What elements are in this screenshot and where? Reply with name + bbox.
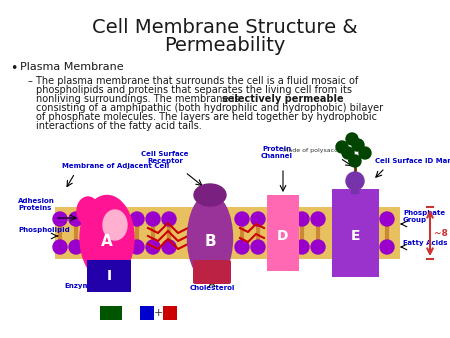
Text: Phospholipid: Phospholipid <box>18 227 70 233</box>
Circle shape <box>380 240 394 254</box>
Text: Cell Surface
Receptor: Cell Surface Receptor <box>141 151 189 164</box>
Circle shape <box>295 212 309 226</box>
FancyBboxPatch shape <box>163 306 177 320</box>
Text: selectively permeable: selectively permeable <box>222 94 344 104</box>
Text: D: D <box>277 229 289 243</box>
Text: Adhesion
Proteins: Adhesion Proteins <box>18 198 55 211</box>
Circle shape <box>53 212 67 226</box>
Circle shape <box>146 212 160 226</box>
Circle shape <box>311 240 325 254</box>
Text: – The plasma membrane that surrounds the cell is a fluid mosaic of: – The plasma membrane that surrounds the… <box>28 76 358 86</box>
Text: interactions of the fatty acid tails.: interactions of the fatty acid tails. <box>36 121 202 131</box>
Text: phospholipids and proteins that separates the living cell from its: phospholipids and proteins that separate… <box>36 85 352 95</box>
Circle shape <box>53 240 67 254</box>
Circle shape <box>352 139 364 151</box>
Text: Enzyme: Enzyme <box>65 283 95 289</box>
Text: Membrane of Adjacent Cell: Membrane of Adjacent Cell <box>62 163 169 169</box>
Circle shape <box>359 147 371 159</box>
Text: B: B <box>204 234 216 248</box>
Text: Cholesterol: Cholesterol <box>189 285 235 291</box>
FancyBboxPatch shape <box>193 260 231 284</box>
Text: E: E <box>350 229 360 243</box>
Circle shape <box>69 240 83 254</box>
Text: ~8 nm: ~8 nm <box>434 228 450 238</box>
Circle shape <box>380 212 394 226</box>
Text: Cell Surface ID Marker: Cell Surface ID Marker <box>375 158 450 164</box>
Ellipse shape <box>77 197 99 225</box>
Circle shape <box>130 212 144 226</box>
Text: Fatty Acids: Fatty Acids <box>403 240 447 246</box>
Circle shape <box>295 240 309 254</box>
Circle shape <box>69 212 83 226</box>
Text: Plasma Membrane: Plasma Membrane <box>20 62 124 72</box>
Ellipse shape <box>188 194 233 282</box>
Text: A: A <box>101 234 113 248</box>
Text: of phosphate molecules. The layers are held together by hydrophobic: of phosphate molecules. The layers are h… <box>36 112 377 122</box>
Circle shape <box>162 212 176 226</box>
Text: •: • <box>10 62 18 75</box>
Text: consisting of a amphipathic (both hydrophilic and hydrophobic) bilayer: consisting of a amphipathic (both hydrop… <box>36 103 383 113</box>
Text: Cell Membrane Structure &: Cell Membrane Structure & <box>92 18 358 37</box>
Circle shape <box>130 240 144 254</box>
Circle shape <box>346 133 358 145</box>
FancyBboxPatch shape <box>87 260 131 292</box>
FancyBboxPatch shape <box>332 189 379 277</box>
Circle shape <box>251 240 265 254</box>
Circle shape <box>235 240 249 254</box>
FancyBboxPatch shape <box>55 207 400 259</box>
Text: Phosphate
Group: Phosphate Group <box>403 210 445 223</box>
FancyBboxPatch shape <box>140 306 154 320</box>
Circle shape <box>146 240 160 254</box>
Circle shape <box>162 240 176 254</box>
Ellipse shape <box>194 184 226 206</box>
Text: Made of polysaccharide: Made of polysaccharide <box>283 148 357 153</box>
Text: nonliving surroundings. The membrane is: nonliving surroundings. The membrane is <box>36 94 243 104</box>
Text: Permeability: Permeability <box>164 36 286 55</box>
Circle shape <box>346 172 364 190</box>
Text: I: I <box>107 269 112 283</box>
FancyBboxPatch shape <box>267 195 299 271</box>
Circle shape <box>311 212 325 226</box>
Text: Protein
Channel: Protein Channel <box>261 146 293 159</box>
Circle shape <box>235 212 249 226</box>
Circle shape <box>251 212 265 226</box>
Circle shape <box>336 141 348 153</box>
Circle shape <box>349 155 361 167</box>
Circle shape <box>342 147 354 159</box>
FancyBboxPatch shape <box>100 306 122 320</box>
Ellipse shape <box>80 195 134 281</box>
Ellipse shape <box>103 210 127 240</box>
Text: +: + <box>153 308 163 318</box>
